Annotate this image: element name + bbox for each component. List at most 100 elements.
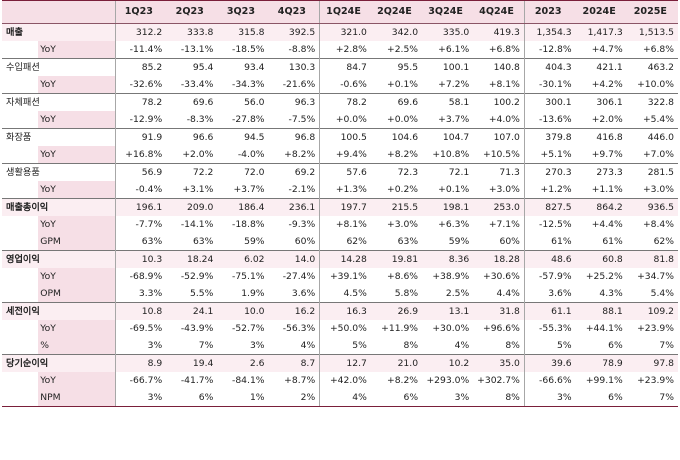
header-blank-cell	[38, 0, 116, 24]
value-cell: +7.0%	[642, 149, 674, 160]
value-cell: 6.02	[217, 250, 269, 268]
value-cell: 392.5	[268, 23, 320, 41]
value-cell: 404.3	[523, 58, 576, 76]
row-group-spacer	[2, 285, 38, 303]
value-cell: 4.4%	[496, 288, 520, 299]
value-cell: 71.3	[473, 163, 525, 181]
value-cell: -13.6%	[523, 111, 576, 129]
value-cell: +25.2%	[585, 271, 623, 282]
value-cell: 4%	[300, 340, 316, 351]
column-header: 4Q24E	[473, 0, 525, 24]
table-row: 수입패션 85.2 95.4 93.4 130.3 84.7 95.5 100.1 140.8 4…	[2, 58, 678, 76]
row-group-spacer	[2, 41, 38, 59]
row-metric-label: GPM	[38, 233, 116, 251]
value-cell: 39.6	[523, 354, 576, 372]
value-cell: +8.1%	[319, 216, 371, 233]
value-cell: 31.8	[473, 302, 525, 320]
value-cell: 72.1	[422, 163, 474, 181]
value-cell: +42.0%	[319, 372, 371, 389]
row-group-spacer	[2, 76, 38, 94]
value-cell: +0.2%	[387, 184, 419, 195]
value-cell: -8.3%	[186, 114, 214, 125]
value-cell: 8.36	[422, 250, 474, 268]
value-cell: 62%	[653, 236, 674, 247]
table-row: 매출 312.2 333.8 315.8 392.5 321.0 342.0 335.0 419…	[2, 23, 678, 41]
value-cell: +2.8%	[319, 41, 371, 59]
value-cell: 63%	[114, 233, 167, 251]
row-group-spacer	[2, 372, 38, 389]
value-cell: 3%	[422, 389, 474, 407]
row-group-spacer	[2, 320, 38, 337]
value-cell: +0.0%	[319, 111, 371, 129]
value-cell: -2.1%	[288, 184, 316, 195]
value-cell: +34.7%	[637, 271, 674, 282]
value-cell: +8.6%	[387, 271, 419, 282]
value-cell: 24.1	[166, 302, 218, 320]
value-cell: 96.6	[166, 128, 218, 146]
value-cell: 6%	[608, 340, 623, 351]
value-cell: 14.28	[319, 250, 371, 268]
value-cell: 107.0	[473, 128, 525, 146]
row-group-spacer	[2, 181, 38, 199]
value-cell: 2.5%	[445, 288, 470, 299]
value-cell: 419.3	[473, 23, 525, 41]
column-header: 3Q23	[217, 0, 269, 24]
table-row: 세전이익 10.8 24.1 10.0 16.2 16.3 26.9 13.1 31.8 61.1…	[2, 302, 678, 320]
value-cell: -12.5%	[523, 216, 576, 233]
value-cell: -84.1%	[232, 375, 265, 386]
value-cell: 1,354.3	[523, 23, 576, 41]
value-cell: 69.6	[370, 93, 423, 111]
table-row: YoY -68.9% -52.9% -75.1% -27.4% +39.1% +8.6% +3…	[2, 268, 678, 285]
value-cell: +5.1%	[523, 146, 576, 164]
row-group-spacer	[2, 146, 38, 164]
column-header: 2Q24E	[370, 0, 423, 24]
value-cell: 10.0	[217, 302, 269, 320]
value-cell: -30.1%	[523, 76, 576, 94]
value-cell: +6.3%	[438, 219, 470, 230]
table-row: YoY +16.8% +2.0% -4.0% +8.2% +9.4% +8.2% +10.8%…	[2, 146, 678, 164]
value-cell: 85.2	[114, 58, 167, 76]
value-cell: +3.0%	[387, 219, 419, 230]
value-cell: 827.5	[523, 198, 576, 216]
value-cell: 1,513.5	[626, 23, 678, 41]
value-cell: 3.6%	[523, 285, 576, 303]
value-cell: 8%	[473, 389, 525, 407]
column-header: 3Q24E	[422, 0, 474, 24]
value-cell: 7%	[626, 389, 678, 407]
value-cell: 88.1	[575, 302, 627, 320]
table-row: OPM 3.3% 5.5% 1.9% 3.6% 4.5% 5.8% 2.5% 4.4% 3.6% 4…	[2, 285, 678, 303]
value-cell: 95.5	[370, 58, 423, 76]
value-cell: +96.6%	[483, 323, 520, 334]
value-cell: 6%	[575, 389, 627, 407]
value-cell: 78.2	[114, 93, 167, 111]
value-cell: 4%	[319, 389, 371, 407]
column-header: 2Q23	[166, 0, 218, 24]
column-header: 1Q24E	[319, 0, 371, 24]
value-cell: 1%	[217, 389, 269, 407]
value-cell: 209.0	[166, 198, 218, 216]
value-cell: +9.4%	[319, 146, 371, 164]
value-cell: 322.8	[626, 93, 678, 111]
value-cell: 21.0	[370, 354, 423, 372]
value-cell: +99.1%	[585, 375, 623, 386]
row-group-label: 영업이익	[2, 250, 116, 268]
value-cell: -11.4%	[114, 41, 167, 59]
value-cell: 3%	[114, 337, 167, 355]
value-cell: 270.3	[523, 163, 576, 181]
value-cell: +8.4%	[642, 219, 674, 230]
value-cell: +30.6%	[483, 271, 520, 282]
value-cell: 8%	[403, 340, 419, 351]
row-group-label: 자체패션	[2, 93, 116, 111]
value-cell: 69.6	[166, 93, 218, 111]
value-cell: 93.4	[217, 58, 269, 76]
value-cell: +4.4%	[591, 219, 623, 230]
value-cell: 72.3	[370, 163, 423, 181]
value-cell: 197.7	[319, 198, 371, 216]
value-cell: +4.7%	[591, 44, 623, 55]
value-cell: 19.4	[166, 354, 218, 372]
table-row: YoY -0.4% +3.1% +3.7% -2.1% +1.3% +0.2% +0.1% +3…	[2, 181, 678, 199]
value-cell: 8.9	[114, 354, 167, 372]
value-cell: 81.8	[626, 250, 678, 268]
value-cell: 94.5	[217, 128, 269, 146]
value-cell: +8.7%	[284, 375, 316, 386]
